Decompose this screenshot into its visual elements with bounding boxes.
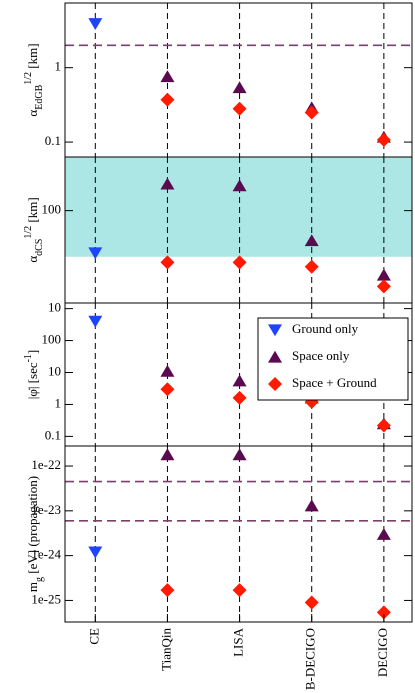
y-tick-label: 10 [48, 363, 61, 378]
label-part: 1/2 [23, 226, 34, 239]
marker [376, 279, 391, 294]
marker [160, 70, 175, 83]
y-tick-label: 0.1 [45, 427, 61, 442]
y-tick-label: 10 [48, 300, 61, 315]
label-part: EdGB [34, 84, 45, 109]
y-axis-label: mg [eV] (propagation) [25, 476, 45, 592]
marker [160, 364, 175, 377]
panel-frame [64, 2, 413, 158]
legend-label: Ground only [292, 321, 359, 336]
marker [160, 448, 175, 461]
y-tick-label: 100 [42, 202, 62, 217]
marker [232, 255, 247, 270]
marker [304, 595, 319, 610]
x-tick-label: B-DECIGO [303, 628, 318, 690]
marker [304, 499, 319, 512]
marker [376, 605, 391, 620]
label-part: [km] [25, 43, 40, 72]
marker [160, 382, 175, 397]
y-tick-label: 1 [55, 395, 62, 410]
marker [376, 268, 391, 281]
label-part: α [25, 110, 40, 117]
y-axis-label: αEdGB1/2 [km] [23, 43, 45, 116]
marker [304, 259, 319, 274]
legend-box [257, 317, 409, 401]
marker [160, 92, 175, 107]
marker [376, 132, 391, 147]
marker [88, 18, 103, 30]
y-tick-label: 100 [42, 332, 62, 347]
marker [160, 177, 175, 190]
label-part: |φ̇| [sec [25, 362, 40, 399]
marker [232, 390, 247, 405]
marker [268, 324, 282, 337]
marker [232, 179, 247, 192]
marker [268, 350, 282, 363]
marker [304, 105, 319, 120]
legend: Ground only Space only Space + Ground [257, 317, 409, 401]
legend-label: Space + Ground [292, 375, 377, 390]
marker [376, 418, 391, 433]
label-part: dCS [34, 239, 45, 256]
marker [232, 448, 247, 461]
marker [376, 527, 391, 540]
marker [88, 247, 103, 260]
marker [88, 546, 103, 559]
marker [160, 255, 175, 270]
y-tick-label: 1e-24 [31, 547, 61, 562]
label-part: ] [25, 350, 40, 354]
x-tick-label: DECIGO [375, 628, 390, 677]
panel-frame [64, 445, 413, 623]
marker [88, 315, 103, 328]
label-part: -1 [23, 354, 34, 362]
legend-label: Space only [292, 348, 350, 363]
label-part: m [25, 582, 40, 592]
label-part: [km] [25, 197, 40, 226]
label-part: α [25, 256, 40, 263]
marker [232, 374, 247, 387]
y-tick-label: 0.1 [45, 133, 61, 148]
marker [232, 583, 247, 598]
marker [232, 81, 247, 94]
label-part: [eV] (propagation) [25, 476, 40, 577]
marker [160, 583, 175, 598]
marker [268, 377, 282, 391]
label-part: g [34, 577, 45, 582]
y-tick-label: 1 [55, 59, 62, 74]
y-tick-label: 1e-22 [31, 457, 61, 472]
label-part: 1/2 [23, 72, 34, 85]
shaded-band [65, 157, 412, 257]
y-tick-label: 1e-23 [31, 502, 61, 517]
y-axis-label: αdCS1/2 [km] [23, 197, 45, 262]
y-tick-label: 1e-25 [31, 591, 61, 606]
x-tick-label: TianQin [158, 628, 173, 671]
x-tick-label: CE [86, 628, 101, 645]
marker [304, 234, 319, 247]
marker [232, 101, 247, 116]
x-tick-label: LISA [231, 627, 246, 657]
y-axis-label: |φ̇| [sec-1] [23, 350, 40, 400]
